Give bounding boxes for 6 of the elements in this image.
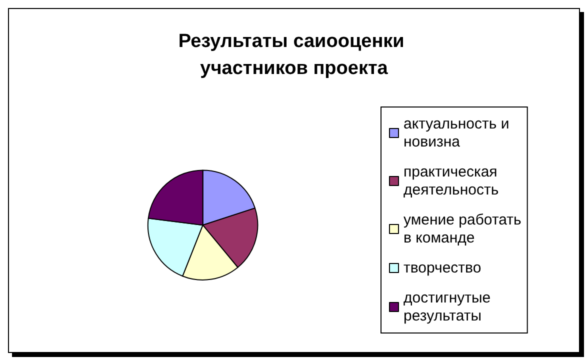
chart-title: Результаты саиооценки участников проекта	[178, 31, 410, 79]
legend-label: творчество	[404, 260, 482, 276]
legend-label: достигнутые результаты	[404, 290, 491, 324]
legend-label: практическая деятельность	[404, 164, 499, 198]
legend-label: актуальность и новизна	[404, 116, 510, 150]
legend-label: умение работать в команде	[404, 212, 522, 246]
